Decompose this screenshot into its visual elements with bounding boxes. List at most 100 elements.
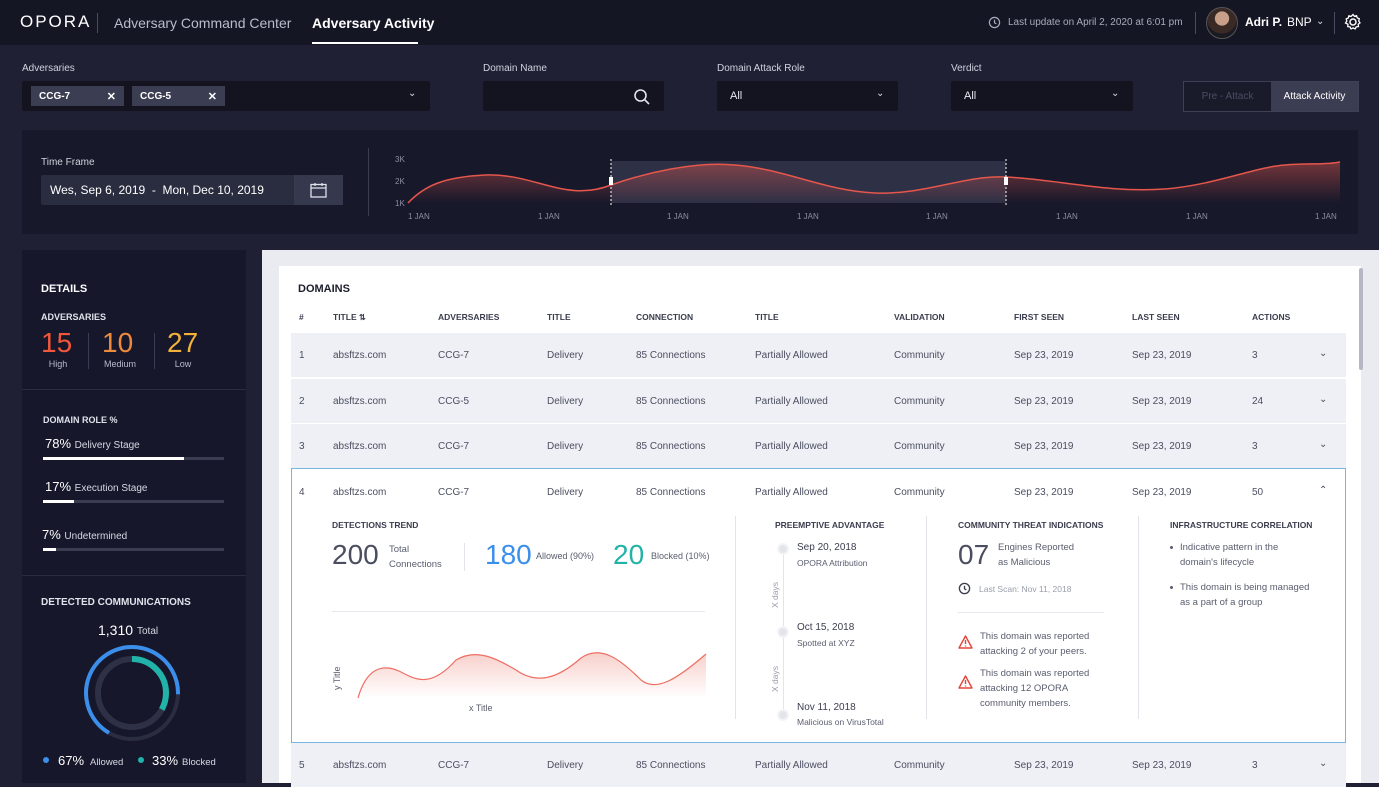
sort-icon[interactable]: ⇅ [358, 313, 366, 322]
x-tick: 1 JAN [1056, 212, 1078, 221]
col-header: CONNECTION [636, 312, 694, 322]
table-cell: Sep 23, 2019 [1014, 760, 1074, 771]
role-bar-fill [43, 457, 185, 460]
low-count: 27 [167, 327, 199, 358]
col-header-title-sortable[interactable]: TITLE ⇅ [333, 312, 366, 322]
domains-title: DOMAINS [298, 283, 350, 295]
table-cell: Sep 23, 2019 [1014, 350, 1074, 361]
table-cell: Sep 23, 2019 [1132, 760, 1192, 771]
avatar[interactable] [1206, 7, 1238, 39]
x-tick: 1 JAN [797, 212, 819, 221]
infra-line: as a part of a group [1180, 597, 1263, 608]
domain-name-input[interactable] [483, 81, 664, 111]
table-row[interactable] [291, 379, 1346, 423]
user-org[interactable]: BNP [1287, 15, 1312, 29]
col-header: TITLE [755, 312, 779, 322]
role-bar [43, 457, 224, 460]
table-row[interactable] [291, 424, 1346, 468]
table-cell: CCG-7 [438, 487, 470, 498]
verdict-select[interactable] [951, 81, 1133, 111]
table-row[interactable] [291, 333, 1346, 377]
role-label: Undetermined [64, 531, 128, 542]
table-cell: Partially Allowed [755, 396, 828, 407]
x-tick: 1 JAN [1186, 212, 1208, 221]
chevron-down-icon[interactable]: ⌄ [1319, 348, 1328, 359]
brush-grip[interactable] [609, 177, 613, 185]
domain-link[interactable]: absftzs.com [333, 487, 387, 498]
timeframe-chart[interactable] [405, 155, 1345, 207]
role-bar [43, 500, 224, 503]
table-cell: Sep 23, 2019 [1014, 487, 1074, 498]
calendar-button[interactable] [294, 175, 343, 205]
date-range-input[interactable] [41, 175, 343, 205]
table-cell: CCG-7 [438, 760, 470, 771]
adversaries-title: ADVERSARIES [41, 312, 107, 322]
chevron-up-icon[interactable]: ⌃ [1319, 485, 1328, 496]
close-icon[interactable]: ✕ [207, 90, 217, 103]
table-cell: 24 [1252, 396, 1264, 407]
user-name[interactable]: Adri P. [1245, 15, 1283, 29]
gear-icon[interactable] [1343, 12, 1363, 32]
detections-trend-title: DETECTIONS TREND [332, 520, 419, 530]
adversary-chip[interactable]: CCG-5 ✕ [132, 86, 225, 106]
chevron-down-icon[interactable]: ⌄ [876, 88, 885, 99]
y-tick: 1K [395, 199, 405, 208]
table-cell: Community [894, 396, 945, 407]
attack-phase-toggle[interactable]: Pre - Attack Attack Activity [1183, 81, 1359, 112]
chip-label: CCG-7 [39, 90, 71, 102]
table-cell: Partially Allowed [755, 487, 828, 498]
chevron-down-icon[interactable]: ⌄ [1319, 394, 1328, 405]
role-execution: 17% Execution Stage [45, 479, 147, 494]
table-cell: 1 [299, 350, 305, 361]
table-cell: 4 [299, 487, 305, 498]
tab-adversary-activity[interactable]: Adversary Activity [312, 15, 435, 31]
chip-label: CCG-5 [140, 90, 172, 102]
role-bar-fill [43, 548, 56, 551]
toggle-attack-activity[interactable]: Attack Activity [1271, 82, 1358, 111]
toggle-pre-attack[interactable]: Pre - Attack [1201, 91, 1254, 102]
chevron-down-icon[interactable]: ⌄ [1319, 758, 1328, 769]
timeline-desc: Malicious on VirusTotal [797, 717, 884, 727]
chevron-down-icon[interactable]: ⌄ [1316, 16, 1325, 27]
divider [958, 612, 1104, 613]
col-header: ADVERSARIES [438, 312, 500, 322]
table-cell: 2 [299, 396, 305, 407]
chevron-down-icon[interactable]: ⌄ [1111, 88, 1120, 99]
chevron-down-icon[interactable]: ⌄ [1319, 439, 1328, 450]
opora-logo[interactable]: OPORA [20, 12, 91, 32]
allowed-value: 180 [485, 539, 532, 570]
divider [464, 543, 465, 571]
timeframe-area [408, 162, 1340, 203]
scrollbar[interactable] [1359, 268, 1363, 370]
tab-adversary-command-center[interactable]: Adversary Command Center [114, 15, 292, 31]
col-header: # [299, 312, 304, 322]
timeline-desc: OPORA Attribution [797, 558, 868, 568]
trend-area [358, 652, 706, 698]
engines-label: Engines Reported [998, 542, 1075, 553]
domain-link[interactable]: absftzs.com [333, 441, 387, 452]
x-tick: 1 JAN [1315, 212, 1337, 221]
table-cell: CCG-7 [438, 441, 470, 452]
brush-grip[interactable] [1004, 177, 1008, 185]
low-label: Low [174, 359, 192, 369]
close-icon[interactable]: ✕ [106, 90, 116, 103]
domain-link[interactable]: absftzs.com [333, 760, 387, 771]
search-icon[interactable] [633, 88, 651, 106]
divider [1334, 12, 1335, 34]
domain-link[interactable]: absftzs.com [333, 350, 387, 361]
domain-role-select[interactable] [717, 81, 898, 111]
community-title: COMMUNITY THREAT INDICATIONS [958, 520, 1104, 530]
comms-title: DETECTED COMMUNICATIONS [41, 597, 191, 608]
domain-link[interactable]: absftzs.com [333, 396, 387, 407]
chevron-down-icon[interactable]: ⌄ [408, 88, 417, 99]
x-days-label: X days [770, 666, 780, 692]
table-cell: 50 [1252, 487, 1264, 498]
table-cell: Community [894, 350, 945, 361]
role-label: Delivery Stage [74, 440, 140, 451]
table-cell: Delivery [547, 396, 584, 407]
date-range-value: Wes, Sep 6, 2019 - Mon, Dec 10, 2019 [50, 183, 264, 197]
table-cell: Community [894, 487, 945, 498]
adversary-chip[interactable]: CCG-7 ✕ [31, 86, 124, 106]
warning-icon [958, 635, 973, 649]
table-row[interactable] [291, 743, 1346, 787]
